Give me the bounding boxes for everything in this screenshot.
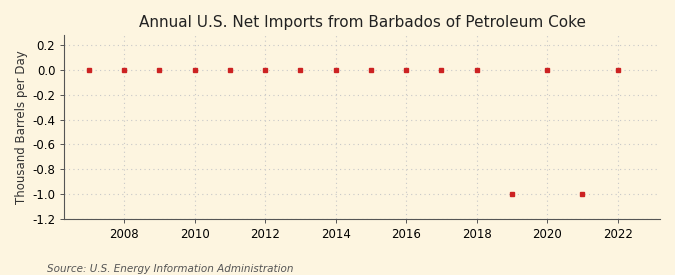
Text: Source: U.S. Energy Information Administration: Source: U.S. Energy Information Administ… — [47, 264, 294, 274]
Y-axis label: Thousand Barrels per Day: Thousand Barrels per Day — [15, 50, 28, 204]
Title: Annual U.S. Net Imports from Barbados of Petroleum Coke: Annual U.S. Net Imports from Barbados of… — [138, 15, 586, 30]
